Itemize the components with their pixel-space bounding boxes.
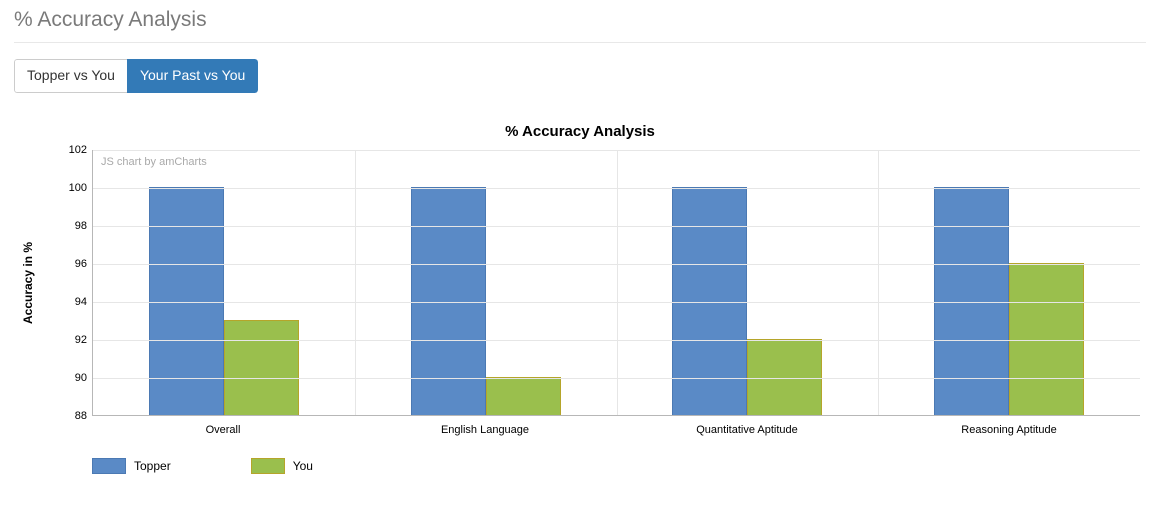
tab-topper-vs-you[interactable]: Topper vs You	[14, 59, 128, 93]
category-cell	[878, 150, 1140, 415]
y-tick-label: 94	[75, 296, 93, 308]
bar	[486, 377, 561, 415]
chart-plot-outer: Accuracy in % JS chart by amCharts 88909…	[92, 150, 1140, 416]
category-label: Quantitative Aptitude	[616, 424, 878, 436]
page-root: % Accuracy Analysis Topper vs You Your P…	[0, 0, 1160, 514]
tab-group: Topper vs You Your Past vs You	[14, 59, 258, 93]
bar	[1009, 263, 1084, 415]
legend-label: Topper	[134, 459, 171, 473]
y-axis-label: Accuracy in %	[21, 242, 35, 324]
category-labels-row: OverallEnglish LanguageQuantitative Apti…	[92, 424, 1140, 436]
y-tick-label: 98	[75, 220, 93, 232]
bar	[411, 187, 486, 415]
legend-swatch	[251, 458, 285, 474]
chart-title: % Accuracy Analysis	[14, 123, 1146, 140]
y-tick-label: 100	[69, 182, 93, 194]
chart-legend: Topper You	[92, 458, 1146, 474]
legend-item[interactable]: You	[251, 458, 313, 474]
page-title: % Accuracy Analysis	[14, 0, 1146, 43]
bar	[149, 187, 224, 415]
category-cell	[93, 150, 355, 415]
y-tick-label: 92	[75, 334, 93, 346]
tab-row: Topper vs You Your Past vs You	[14, 59, 1146, 93]
tab-your-past-vs-you[interactable]: Your Past vs You	[127, 59, 258, 93]
y-tick-label: 96	[75, 258, 93, 270]
bar	[224, 320, 299, 415]
category-cell	[355, 150, 617, 415]
chart-plot-area: JS chart by amCharts 889092949698100102	[92, 150, 1140, 416]
accuracy-chart: % Accuracy Analysis Accuracy in % JS cha…	[14, 123, 1146, 474]
category-divider	[355, 150, 356, 415]
category-label: Reasoning Aptitude	[878, 424, 1140, 436]
y-tick-label: 102	[69, 144, 93, 156]
y-tick-label: 88	[75, 410, 93, 422]
legend-label: You	[293, 459, 313, 473]
legend-swatch	[92, 458, 126, 474]
category-cell	[617, 150, 879, 415]
category-divider	[617, 150, 618, 415]
bar	[672, 187, 747, 415]
category-label: English Language	[354, 424, 616, 436]
y-tick-label: 90	[75, 372, 93, 384]
legend-item[interactable]: Topper	[92, 458, 171, 474]
category-label: Overall	[92, 424, 354, 436]
bar	[747, 339, 822, 415]
category-divider	[878, 150, 879, 415]
bar	[934, 187, 1009, 415]
